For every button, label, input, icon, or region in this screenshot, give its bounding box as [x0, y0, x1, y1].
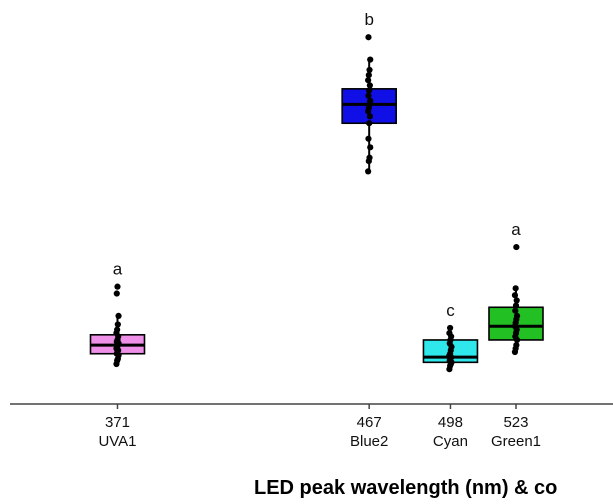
x-tick-wavelength: 523 [503, 414, 528, 431]
box-group-green1: a [488, 220, 544, 356]
x-axis-label: LED peak wavelength (nm) & co [254, 477, 557, 499]
data-point [366, 113, 373, 120]
data-point [446, 329, 453, 337]
data-point [366, 154, 373, 161]
significance-letter: a [113, 260, 123, 279]
x-tick-name: Green1 [491, 433, 541, 450]
significance-letter: b [364, 10, 373, 29]
significance-letter: c [446, 301, 455, 320]
data-point [512, 307, 519, 314]
data-point [114, 321, 121, 328]
data-point [447, 324, 454, 332]
data-point [367, 56, 374, 63]
x-axis-ticks: 371 UVA1 467 Blue2 498 Cyan 523 Green1 [98, 404, 541, 450]
plot-area: a b c a [89, 10, 544, 373]
data-point [114, 283, 121, 290]
significance-letter: a [511, 220, 521, 239]
data-point [365, 34, 372, 41]
data-point [513, 243, 520, 251]
data-point [113, 290, 120, 297]
data-point [366, 120, 373, 127]
data-point [365, 168, 372, 175]
data-point [512, 302, 520, 309]
data-point [366, 82, 373, 89]
data-point [367, 144, 374, 151]
data-point [365, 92, 372, 99]
data-point [114, 326, 121, 333]
data-point [513, 297, 520, 304]
data-point [365, 135, 372, 142]
box-group-uva1: a [89, 260, 146, 368]
x-tick-wavelength: 498 [438, 414, 463, 431]
box-group-blue2: b [341, 10, 397, 175]
x-tick-wavelength: 371 [105, 414, 130, 431]
data-point [513, 342, 520, 349]
x-tick-wavelength: 467 [357, 414, 382, 431]
data-point [115, 312, 122, 319]
data-point [365, 77, 372, 84]
data-point [366, 66, 373, 74]
x-tick-name: UVA1 [98, 433, 136, 450]
data-point [511, 292, 519, 299]
x-tick-name: Blue2 [350, 433, 388, 450]
data-point [512, 285, 519, 292]
data-point [367, 97, 374, 104]
data-point [366, 87, 373, 94]
x-tick-name: Cyan [433, 433, 468, 450]
data-point [513, 312, 521, 319]
box-group-cyan: c [422, 301, 479, 373]
data-point [365, 71, 372, 79]
